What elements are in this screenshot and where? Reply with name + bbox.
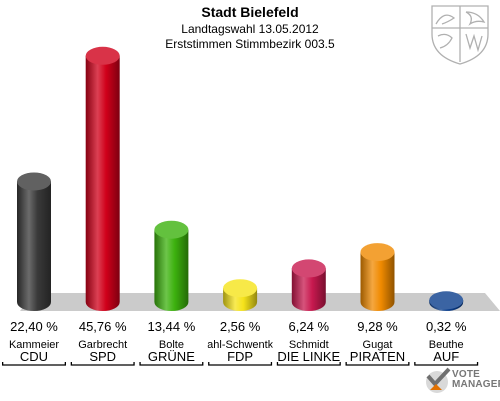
bar-auf [429, 291, 464, 311]
bar-fdp [223, 279, 258, 311]
logo-text-vote: VOTE [452, 369, 481, 380]
value-label: 6,24 % [289, 319, 330, 334]
candidate-label: Bolte [159, 339, 184, 351]
chart-subtitle-election: Landtagswahl 13.05.2012 [181, 22, 319, 36]
candidate-label: Garbrecht [78, 339, 127, 351]
bar-top [429, 291, 464, 310]
party-underline [345, 362, 410, 366]
party-label: CDU [20, 349, 48, 364]
party-underline [414, 362, 479, 366]
bar-body [154, 229, 189, 311]
party-label: GRÜNE [148, 349, 195, 364]
candidate-label: Schmidt [289, 339, 329, 351]
value-label: 2,56 % [220, 319, 261, 334]
party-label: AUF [433, 349, 459, 364]
chart-subtitle-district: Erststimmen Stimmbezirk 003.5 [165, 37, 335, 51]
logo-text-manager: MANAGER [452, 379, 500, 390]
bar-top [360, 243, 395, 262]
value-label: 0,32 % [426, 319, 467, 334]
party-label: PIRATEN [350, 349, 405, 364]
bar-body [85, 55, 120, 311]
party-underline [276, 362, 341, 366]
party-underline [208, 362, 273, 366]
bar-top [223, 279, 258, 298]
bar-top [291, 259, 326, 278]
party-label: FDP [227, 349, 253, 364]
bar-top [17, 172, 51, 191]
value-label: 45,76 % [79, 319, 127, 334]
vote-check-icon [426, 367, 451, 393]
chart-title: Stadt Bielefeld [201, 4, 298, 20]
value-label: 13,44 % [148, 319, 196, 334]
party-underline [70, 362, 135, 366]
bar-gr-ne [154, 220, 189, 311]
bar-die-linke [291, 259, 326, 311]
votemanager-logo: VOTE MANAGER [424, 366, 500, 396]
bar-cdu [17, 172, 51, 311]
bar-top [154, 220, 189, 239]
bar-piraten [360, 243, 395, 311]
value-label: 9,28 % [357, 319, 398, 334]
nrw-coat-of-arms-icon [431, 5, 489, 65]
party-underline [139, 362, 204, 366]
party-label: SPD [89, 349, 116, 364]
value-label: 22,40 % [10, 319, 58, 334]
party-label: DIE LINKE [277, 349, 340, 364]
candidate-label: Kammeier [9, 339, 59, 351]
bar-top [85, 46, 120, 65]
bar-body [17, 181, 51, 311]
candidate-label: Wahl-Schwentker [197, 339, 283, 351]
party-underline [2, 362, 66, 366]
candidate-label: Gugat [363, 339, 393, 351]
bar-body [360, 252, 395, 311]
candidate-label: Beuthe [429, 339, 464, 351]
bar-body [291, 268, 326, 311]
bar-spd [85, 46, 120, 311]
